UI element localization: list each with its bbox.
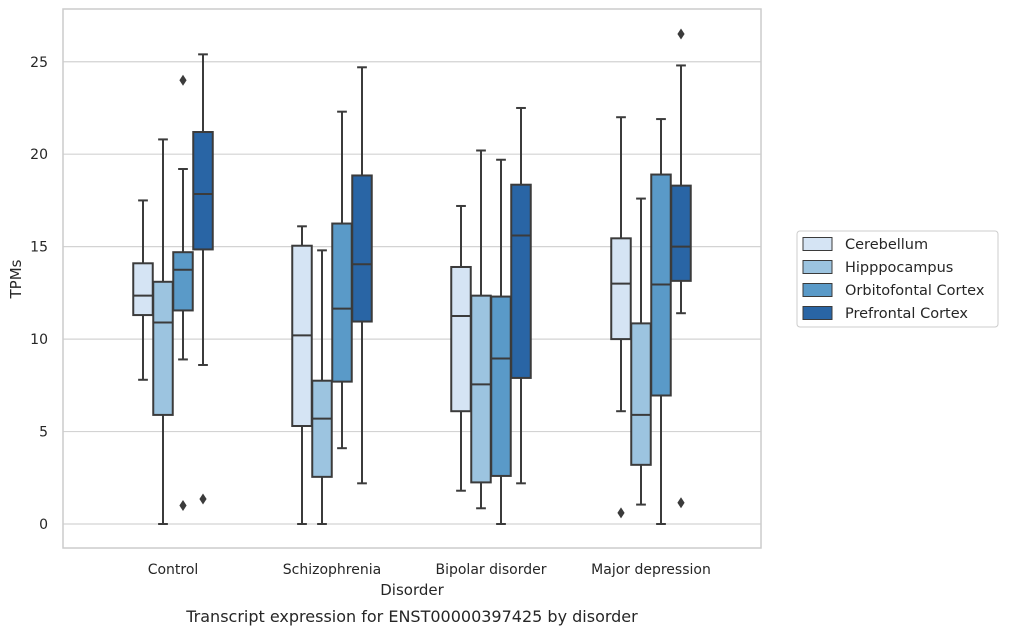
y-tick-label: 10 (30, 332, 48, 348)
x-axis-title: Disorder (380, 581, 444, 599)
y-axis-ticks: 0 5 10 15 20 25 (30, 55, 48, 533)
box-plot-series (132, 28, 692, 525)
legend-label: Cerebellum (845, 237, 928, 253)
series-prefrontal-cortex (192, 28, 692, 509)
legend-swatch (802, 237, 833, 251)
box-iqr (132, 262, 154, 317)
y-tick-label: 20 (30, 147, 48, 163)
outlier-point (179, 74, 187, 86)
outlier-point (199, 493, 207, 505)
legend-frame (796, 230, 999, 328)
y-tick-label: 15 (30, 240, 48, 256)
box-iqr (470, 294, 492, 484)
box-iqr (172, 251, 194, 312)
box-iqr (670, 184, 692, 282)
outlier-point (677, 497, 685, 509)
chart-caption: Transcript expression for ENST0000039742… (185, 607, 638, 626)
x-tick-label: Control (148, 562, 199, 578)
x-tick-label: Schizophrenia (283, 562, 381, 578)
y-tick-label: 5 (39, 425, 48, 441)
box-iqr (331, 222, 353, 383)
series-hipppocampus (152, 138, 652, 525)
outlier-point (677, 28, 685, 40)
box-iqr (630, 322, 652, 466)
legend-swatch (802, 306, 833, 320)
box-iqr (610, 237, 632, 341)
x-tick-label: Major depression (591, 562, 711, 578)
y-tick-label: 25 (30, 55, 48, 71)
legend-label: Hipppocampus (845, 260, 953, 276)
legend-swatch (802, 283, 833, 297)
box-iqr (510, 183, 532, 379)
legend: Cerebellum Hipppocampus Orbitofontal Corte… (796, 230, 999, 328)
box-iqr (450, 265, 472, 413)
outlier-point (617, 507, 625, 519)
outlier-point (179, 500, 187, 512)
box-iqr (192, 131, 214, 251)
legend-swatch (802, 260, 833, 274)
gridlines (63, 61, 761, 525)
box-iqr (490, 295, 512, 477)
x-axis-ticks: Control Schizophrenia Bipolar disorder Majo… (148, 562, 711, 578)
series-orbitofontal-cortex (172, 74, 672, 525)
box-iqr (351, 174, 373, 323)
legend-label: Orbitofontal Cortex (845, 283, 985, 299)
y-axis-title: TPMs (7, 259, 25, 299)
legend-label: Prefrontal Cortex (845, 306, 968, 322)
box-iqr (311, 379, 333, 478)
box-iqr (152, 280, 174, 416)
y-tick-label: 0 (39, 517, 48, 533)
series-cerebellum (132, 116, 632, 525)
x-tick-label: Bipolar disorder (435, 562, 546, 578)
plot-area-frame (62, 8, 762, 549)
